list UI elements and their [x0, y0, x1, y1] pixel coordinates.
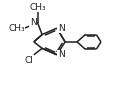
Text: Cl: Cl	[24, 56, 33, 65]
Text: N: N	[58, 24, 64, 33]
Text: CH₃: CH₃	[29, 3, 46, 12]
Text: CH₃: CH₃	[8, 24, 25, 33]
Text: N: N	[58, 50, 64, 59]
Text: N: N	[30, 18, 37, 27]
